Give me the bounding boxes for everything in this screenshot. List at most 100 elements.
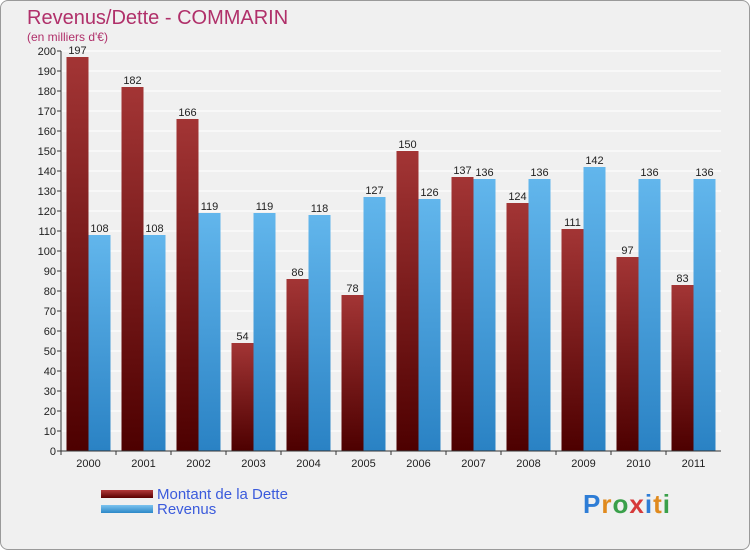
x-tick-label: 2009 <box>571 458 595 470</box>
legend-item-dette: Montant de la Dette <box>101 486 361 503</box>
legend-item-revenus: Revenus <box>101 501 361 518</box>
data-label: 83 <box>676 273 688 285</box>
chart-title: Revenus/Dette - COMMARIN <box>27 7 289 29</box>
data-label: 108 <box>90 223 108 235</box>
data-label: 197 <box>68 45 86 57</box>
data-label: 126 <box>420 187 438 199</box>
bar-revenus <box>143 235 166 451</box>
bar-dette <box>66 57 89 451</box>
data-label: 119 <box>256 201 274 213</box>
y-tick-label: 30 <box>44 386 56 398</box>
bar-dette <box>286 279 309 451</box>
gridlines <box>61 50 721 432</box>
x-tick-label: 2010 <box>626 458 650 470</box>
y-tick-label: 40 <box>44 366 56 378</box>
bar-revenus <box>88 235 111 451</box>
x-tick-label: 2003 <box>241 458 265 470</box>
bar-dette <box>506 203 529 451</box>
logo-letter: o <box>612 489 630 519</box>
logo-letter: r <box>601 489 613 519</box>
logo-letter: i <box>662 489 671 519</box>
y-tick-label: 190 <box>38 66 56 78</box>
bar-dette <box>451 177 474 451</box>
data-label: 137 <box>453 165 471 177</box>
y-tick-label: 180 <box>38 86 56 98</box>
bar-dette <box>561 229 584 451</box>
data-label: 166 <box>178 107 196 119</box>
bars <box>66 57 716 451</box>
y-tick-label: 70 <box>44 306 56 318</box>
data-label: 142 <box>585 155 603 167</box>
bar-revenus <box>528 179 551 451</box>
y-tick-label: 140 <box>38 166 56 178</box>
y-tick-label: 130 <box>38 186 56 198</box>
data-label: 118 <box>311 203 329 215</box>
data-label: 136 <box>640 167 658 179</box>
bar-dette <box>671 285 694 451</box>
tick-labels: 0 10 20 30 40 50 60 70 80 90 100 110 120 130 140 150 160… <box>38 45 714 470</box>
bar-dette <box>396 151 419 451</box>
bar-dette <box>231 343 254 451</box>
legend-label-dette: Montant de la Dette <box>157 486 288 503</box>
data-label: 86 <box>291 267 303 279</box>
y-tick-label: 90 <box>44 266 56 278</box>
x-tick-label: 2011 <box>682 458 706 470</box>
data-label: 127 <box>365 185 383 197</box>
data-label: 136 <box>695 167 713 179</box>
legend-swatch-dette <box>101 490 153 498</box>
bar-revenus <box>363 197 386 451</box>
legend-swatch-revenus <box>101 505 153 513</box>
y-tick-label: 0 <box>50 446 56 458</box>
bar-dette <box>121 87 144 451</box>
y-tick-label: 80 <box>44 286 56 298</box>
data-label: 78 <box>346 283 358 295</box>
data-label: 150 <box>398 139 416 151</box>
y-tick-label: 100 <box>38 246 56 258</box>
y-tick-label: 10 <box>44 426 56 438</box>
bar-revenus <box>693 179 716 451</box>
data-label: 54 <box>236 331 248 343</box>
x-tick-label: 2004 <box>296 458 320 470</box>
logo-letter: x <box>629 489 645 519</box>
bar-revenus <box>253 213 276 451</box>
y-tick-label: 110 <box>38 226 56 238</box>
x-tick-label: 2006 <box>406 458 430 470</box>
data-label: 111 <box>564 217 581 229</box>
bar-revenus <box>473 179 496 451</box>
data-label: 97 <box>621 245 633 257</box>
y-tick-label: 50 <box>44 346 56 358</box>
bar-dette <box>176 119 199 451</box>
data-label: 124 <box>508 191 526 203</box>
logo-letter: t <box>653 489 663 519</box>
x-tick-label: 2008 <box>516 458 540 470</box>
x-tick-label: 2001 <box>131 458 155 470</box>
bar-revenus <box>198 213 221 451</box>
data-label: 136 <box>530 167 548 179</box>
x-tick-label: 2000 <box>76 458 100 470</box>
bar-dette <box>341 295 364 451</box>
bar-revenus <box>308 215 331 451</box>
x-tick-label: 2002 <box>186 458 210 470</box>
chart-subtitle: (en milliers d'€) <box>27 30 108 44</box>
y-tick-label: 150 <box>38 146 56 158</box>
bar-revenus <box>418 199 441 451</box>
x-tick-label: 2005 <box>351 458 375 470</box>
bar-dette <box>616 257 639 451</box>
y-tick-label: 200 <box>38 46 56 58</box>
data-label: 119 <box>201 201 219 213</box>
bar-revenus <box>638 179 661 451</box>
y-tick-label: 120 <box>38 206 56 218</box>
y-tick-label: 170 <box>38 106 56 118</box>
x-tick-label: 2007 <box>461 458 485 470</box>
logo-letter: P <box>583 489 602 519</box>
y-tick-label: 20 <box>44 406 56 418</box>
logo-letter: i <box>644 489 654 519</box>
axes <box>57 50 721 455</box>
proxiti-logo: Proxiti <box>583 489 671 520</box>
bar-revenus <box>583 167 606 451</box>
data-label: 182 <box>123 75 141 87</box>
y-tick-label: 60 <box>44 326 56 338</box>
legend-label-revenus: Revenus <box>157 501 217 518</box>
